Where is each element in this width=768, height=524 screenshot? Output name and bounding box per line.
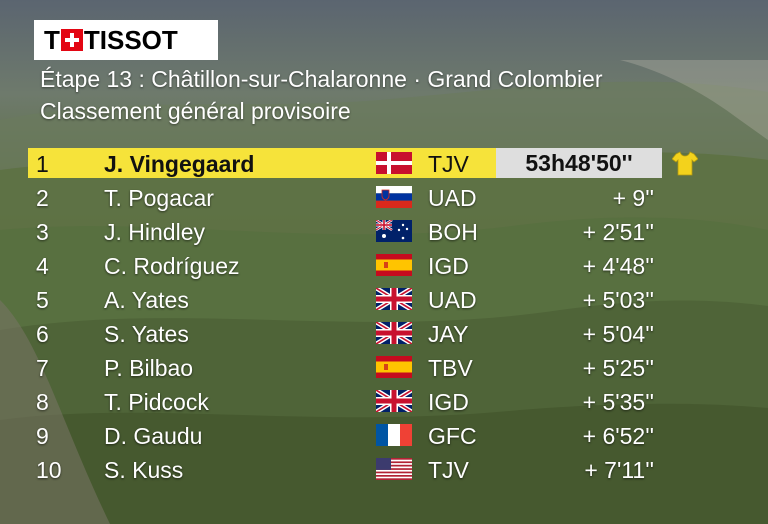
standings-row: 7 P. Bilbao TBV + 5'25'' (28, 352, 668, 382)
swiss-cross-icon (60, 29, 83, 51)
standings-row: 9 D. Gaudu GFC + 6'52'' (28, 420, 668, 450)
rider-name: P. Bilbao (104, 355, 194, 381)
rider-name: T. Pidcock (104, 389, 209, 415)
time-gap: + 6'52'' (582, 423, 654, 449)
standings-row: 10 S. Kuss TJV + 7'11'' (28, 454, 668, 484)
time-gap: + 5'04'' (582, 321, 654, 347)
rank: 8 (36, 389, 49, 415)
stage-title: Étape 13 : Châtillon-sur-Chalaronne · Gr… (40, 66, 603, 92)
time-gap: + 5'25'' (582, 355, 654, 381)
denmark-flag-icon (376, 152, 412, 174)
time-gap: + 9'' (612, 185, 654, 211)
logo-letter: T (44, 25, 60, 55)
standings-row: 6 S. Yates JAY + 5'04'' (28, 318, 668, 348)
united-states-flag-icon (376, 458, 412, 480)
rank: 10 (36, 457, 62, 483)
standings-row: 3 J. Hindley BOH + 2'51'' (28, 216, 668, 246)
standings-row: 5 A. Yates UAD + 5'03'' (28, 284, 668, 314)
rank: 2 (36, 185, 49, 211)
united-kingdom-flag-icon (376, 322, 412, 344)
slovenia-flag-icon (376, 186, 412, 208)
rank: 4 (36, 253, 49, 279)
team-code: GFC (428, 423, 477, 449)
france-flag-icon (376, 424, 412, 446)
time-gap: + 7'11'' (584, 457, 654, 483)
spain-flag-icon (376, 254, 412, 276)
australia-flag-icon (376, 220, 412, 242)
logo-wordmark: TISSOT (83, 25, 178, 55)
rank: 5 (36, 287, 49, 313)
rider-name: J. Hindley (104, 219, 205, 245)
team-code: TJV (428, 151, 469, 177)
time-gap: + 2'51'' (582, 219, 654, 245)
time-gap: + 5'03'' (582, 287, 654, 313)
rider-name: T. Pogacar (104, 185, 214, 211)
team-code: UAD (428, 185, 477, 211)
standings-row: 8 T. Pidcock IGD + 5'35'' (28, 386, 668, 416)
united-kingdom-flag-icon (376, 288, 412, 310)
team-code: TJV (428, 457, 469, 483)
rider-name: S. Kuss (104, 457, 184, 483)
spain-flag-icon (376, 356, 412, 378)
team-code: UAD (428, 287, 477, 313)
rider-name: A. Yates (104, 287, 189, 313)
rider-name: D. Gaudu (104, 423, 203, 449)
rider-name: J. Vingegaard (104, 151, 255, 177)
rider-name: C. Rodríguez (104, 253, 240, 279)
team-code: TBV (428, 355, 473, 381)
rank: 1 (36, 151, 49, 177)
standings-row: 2 T. Pogacar UAD + 9'' (28, 182, 668, 212)
team-code: IGD (428, 253, 469, 279)
standings-row-leader: 1 J. Vingegaard TJV (28, 148, 496, 178)
time-gap: + 4'48'' (582, 253, 654, 279)
yellow-jersey-icon (672, 151, 698, 176)
rank: 3 (36, 219, 49, 245)
team-code: JAY (428, 321, 469, 347)
classification-title: Classement général provisoire (40, 98, 351, 124)
united-kingdom-flag-icon (376, 390, 412, 412)
tissot-logo: T TISSOT (34, 20, 218, 60)
rank: 6 (36, 321, 49, 347)
team-code: BOH (428, 219, 478, 245)
rank: 7 (36, 355, 49, 381)
time-gap: + 5'35'' (582, 389, 654, 415)
rider-name: S. Yates (104, 321, 189, 347)
team-code: IGD (428, 389, 469, 415)
rank: 9 (36, 423, 49, 449)
leader-total-time: 53h48'50'' (496, 148, 662, 178)
standings-row: 4 C. Rodríguez IGD + 4'48'' (28, 250, 668, 280)
